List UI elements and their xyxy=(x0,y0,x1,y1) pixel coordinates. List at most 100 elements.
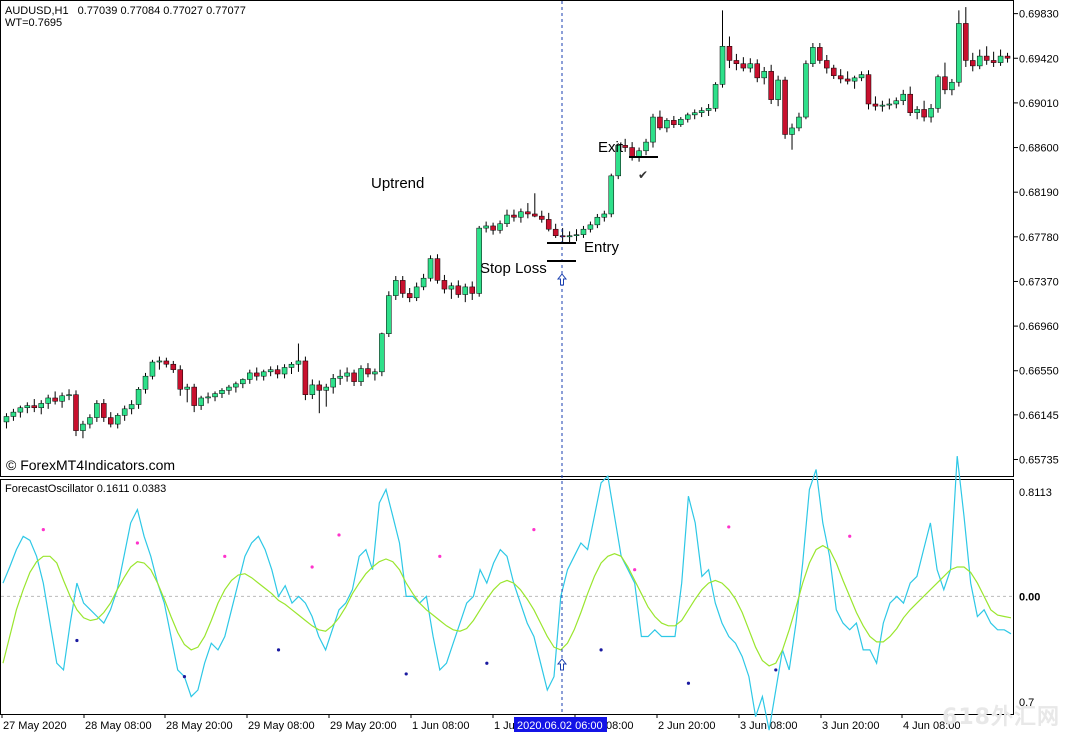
time-axis-label: 28 May 08:00 xyxy=(85,720,152,732)
bull-candle xyxy=(24,405,31,409)
price-axis-label: 0.65735 xyxy=(1019,454,1059,466)
bear-candle xyxy=(302,360,309,395)
bull-candle xyxy=(17,407,24,413)
bear-candle xyxy=(865,74,872,105)
bull-candle xyxy=(233,383,239,388)
bull-candle xyxy=(580,228,587,235)
bear-candle xyxy=(511,214,517,218)
bear-candle xyxy=(872,103,879,107)
bear-candle xyxy=(316,384,323,391)
oscillator-title: ForecastOscillator 0.1611 0.0383 xyxy=(5,483,166,495)
price-axis-label: 0.68600 xyxy=(1019,143,1059,155)
bull-candle xyxy=(323,386,330,391)
bull-candle xyxy=(858,74,865,79)
bear-candle xyxy=(525,211,531,215)
bull-candle xyxy=(976,55,983,67)
bear-candle xyxy=(399,280,406,294)
time-axis-label: 1 Jun 08:00 xyxy=(412,720,470,732)
bull-candle xyxy=(10,411,17,417)
time-axis-label: 29 May 08:00 xyxy=(248,720,315,732)
bear-candle xyxy=(52,397,58,402)
bear-candle xyxy=(733,60,740,64)
exit-label: Exit xyxy=(598,139,624,156)
bull-candle xyxy=(420,277,427,288)
crosshair-time-box xyxy=(514,717,607,732)
bull-candle xyxy=(386,295,392,334)
price-axis-label: 0.66145 xyxy=(1019,410,1059,422)
oscillator-signal-dot xyxy=(633,568,637,572)
bear-candle xyxy=(657,116,663,129)
bull-candle xyxy=(184,386,190,390)
price-candles xyxy=(3,7,1011,439)
bull-candle xyxy=(573,234,580,236)
watermark: 618外汇网 xyxy=(942,705,1060,730)
bear-candle xyxy=(963,23,969,61)
bull-candle xyxy=(664,120,670,129)
time-axis-label: 28 May 20:00 xyxy=(166,720,233,732)
bear-candle xyxy=(970,60,976,67)
bull-candle xyxy=(851,77,858,82)
bear-candle xyxy=(983,55,990,61)
bull-candle xyxy=(372,371,378,375)
bull-candle xyxy=(747,63,754,69)
oscillator-signal-dot xyxy=(532,528,536,532)
bear-candle xyxy=(844,78,851,82)
price-axis-label: 0.68190 xyxy=(1019,187,1059,199)
bull-candle xyxy=(219,390,225,394)
bull-candle xyxy=(337,375,343,379)
bear-candle xyxy=(817,47,823,61)
bull-candle xyxy=(497,223,503,231)
bull-candle xyxy=(886,103,893,106)
bull-candle xyxy=(260,371,267,377)
bear-candle xyxy=(545,219,552,230)
bear-candle xyxy=(73,394,79,431)
bear-candle xyxy=(539,215,545,220)
bear-candle xyxy=(108,417,114,425)
bull-candle xyxy=(997,55,1004,63)
bear-candle xyxy=(824,60,830,69)
bull-candle xyxy=(358,368,364,382)
price-panel-frame xyxy=(0,0,1014,477)
uptrend-label: Uptrend xyxy=(371,175,424,192)
bear-candle xyxy=(490,225,496,231)
bear-candle xyxy=(907,93,913,113)
oscillator-signal-dot xyxy=(727,525,731,529)
oscillator-signal-dot xyxy=(41,528,45,532)
bull-candle xyxy=(226,386,232,391)
bear-candle xyxy=(1004,55,1011,59)
oscillator-signal-dot xyxy=(276,648,281,652)
bull-candle xyxy=(3,416,10,423)
bear-candle xyxy=(990,60,997,63)
oscillator-lines xyxy=(1,456,1013,731)
bull-candle xyxy=(38,403,44,409)
bear-candle xyxy=(434,258,441,281)
oscillator-signal-dot xyxy=(337,533,341,537)
bull-candle xyxy=(156,360,163,363)
copyright-label: © ForexMT4Indicators.com xyxy=(6,457,175,473)
checkmark-icon: ✔ xyxy=(638,168,648,182)
bull-candle xyxy=(267,369,274,373)
bear-candle xyxy=(754,63,761,79)
bull-candle xyxy=(142,375,149,390)
bear-candle xyxy=(441,280,448,290)
bear-candle xyxy=(406,293,413,299)
bull-candle xyxy=(615,145,621,177)
bull-candle xyxy=(281,367,288,375)
bull-candle xyxy=(775,79,781,100)
time-axis-label: 4 Jun 08:00 xyxy=(903,720,961,732)
bull-candle xyxy=(803,63,809,118)
bull-candle xyxy=(705,108,712,111)
bull-candle xyxy=(476,227,482,294)
oscillator-signal-dot xyxy=(485,661,489,665)
oscillator-signal-dot xyxy=(848,534,852,538)
bear-candle xyxy=(163,360,170,365)
bear-candle xyxy=(469,286,475,294)
bull-candle xyxy=(94,403,100,418)
oscillator-axis-label: 0.00 xyxy=(1019,591,1040,603)
price-axis-label: 0.69010 xyxy=(1019,98,1059,110)
bull-candle xyxy=(761,71,767,79)
bear-candle xyxy=(622,145,628,148)
bull-candle xyxy=(608,175,615,215)
bull-candle xyxy=(247,372,253,380)
bear-candle xyxy=(365,368,371,375)
